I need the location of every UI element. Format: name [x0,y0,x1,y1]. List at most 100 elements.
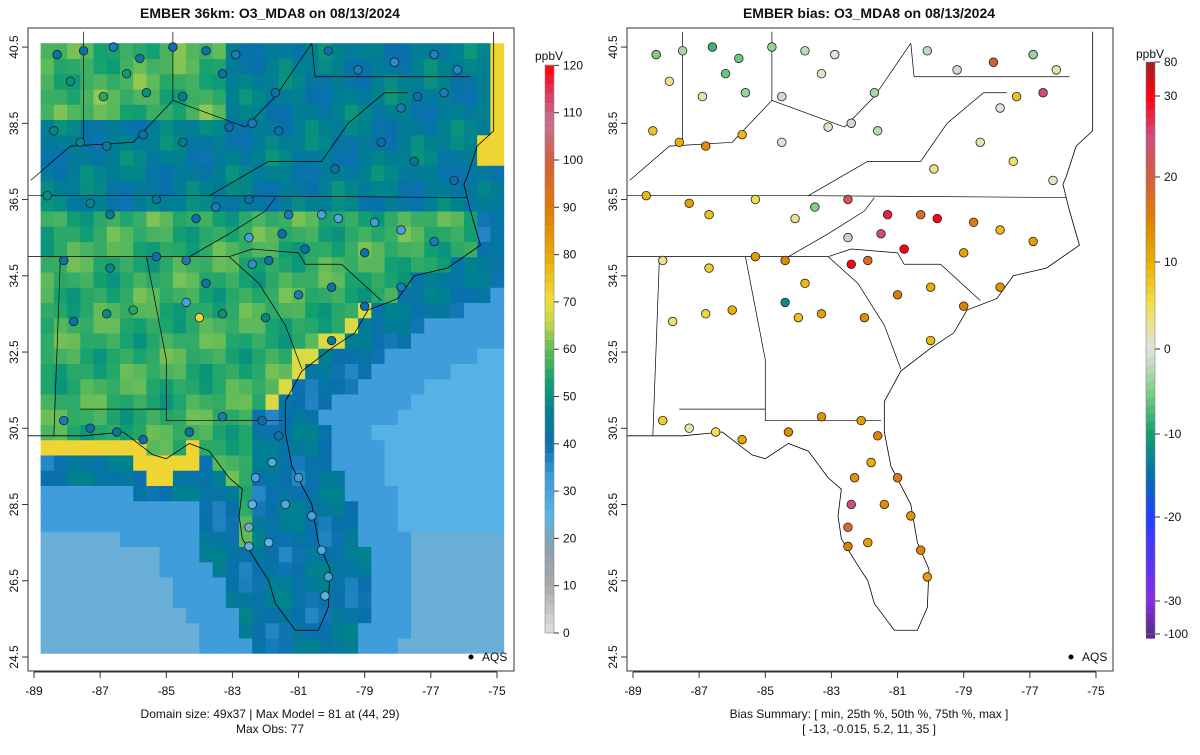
grid-cell [146,134,161,151]
grid-cell [318,515,333,532]
grid-cell [265,409,280,425]
grid-cell [305,271,320,288]
grid-cell [358,454,372,471]
grid-cell [490,256,505,273]
grid-cell [106,500,121,517]
station-marker [704,263,714,273]
grid-cell [384,195,399,212]
grid-cell [159,424,174,441]
grid-cell [146,226,161,243]
grid-cell [67,165,81,182]
grid-cell [278,287,293,304]
grid-cell [172,119,187,136]
grid-cell [331,58,346,75]
grid-cell [119,424,134,441]
plot-frame [626,27,1114,672]
grid-cell [225,317,240,334]
grid-cell [424,149,439,166]
grid-cell [93,485,108,502]
grid-cell [159,317,174,334]
grid-cell [291,134,306,151]
grid-cell [40,424,55,441]
grid-cell [40,195,55,212]
station-marker [260,312,271,323]
grid-cell [410,348,425,364]
grid-cell [159,241,174,258]
grid-cell [384,592,399,608]
grid-cell [212,180,227,197]
grid-cell [239,592,253,608]
station-marker [178,91,188,102]
colorbar-swatch [1146,526,1155,535]
grid-cell [225,637,240,654]
grid-cell [278,531,293,547]
grid-cell [463,58,478,75]
grid-cell [437,226,452,243]
grid-cell [225,454,240,471]
grid-cell [53,424,68,441]
grid-cell [384,302,399,319]
grid-cell [146,165,161,182]
colorbar-swatch [1146,134,1155,143]
grid-cell [450,515,465,532]
station-marker [439,88,449,98]
y-tick-label: 30.5 [606,416,620,440]
grid-cell [106,58,121,75]
grid-cell [477,195,491,212]
station-marker [922,46,933,56]
grid-cell [490,378,505,395]
grid-cell [106,88,121,105]
grid-cell [424,165,439,182]
grid-cell [291,439,306,456]
grid-cell [265,363,280,380]
colorbar-tick-label: 0 [563,626,570,640]
colorbar-tick-label: 100 [563,153,583,167]
grid-cell [291,302,306,319]
colorbar-swatch [545,453,554,463]
grid-cell [424,393,439,410]
grid-cell [278,485,293,502]
grid-cell [133,149,148,166]
grid-cell [424,500,439,517]
grid-cell [80,637,95,654]
grid-cell [106,592,121,608]
grid-cell [331,195,346,212]
grid-cell [490,104,505,121]
colorbar-swatch [1146,310,1155,319]
grid-cell [119,348,134,364]
grid-cell [318,134,333,151]
state-border [146,256,167,410]
grid-cell [384,226,399,243]
grid-cell [146,561,161,578]
grid-cell [40,531,55,547]
grid-cell [371,287,386,304]
grid-cell [490,424,505,441]
grid-cell [53,165,68,182]
grid-cell [424,454,439,471]
grid-cell [477,531,491,547]
station-marker [823,122,833,132]
grid-cell [490,592,505,608]
grid-cell [477,454,491,471]
grid-cell [450,134,465,151]
grid-cell [212,424,227,441]
grid-cell [358,88,372,105]
grid-cell [358,500,372,517]
station-marker [78,46,89,56]
grid-cell [212,454,227,471]
grid-cell [265,622,280,639]
grid-cell [225,470,240,486]
grid-cell [186,195,200,212]
grid-cell [80,73,95,90]
station-marker [816,309,827,319]
grid-cell [252,363,267,380]
station-marker [178,137,188,148]
grid-cell [67,561,81,578]
grid-cell [358,393,372,410]
grid-cell [252,439,267,456]
grid-cell [424,134,439,151]
station-marker [449,175,459,186]
grid-cell [371,485,386,502]
grid-cell [305,454,320,471]
station-marker [843,541,853,552]
